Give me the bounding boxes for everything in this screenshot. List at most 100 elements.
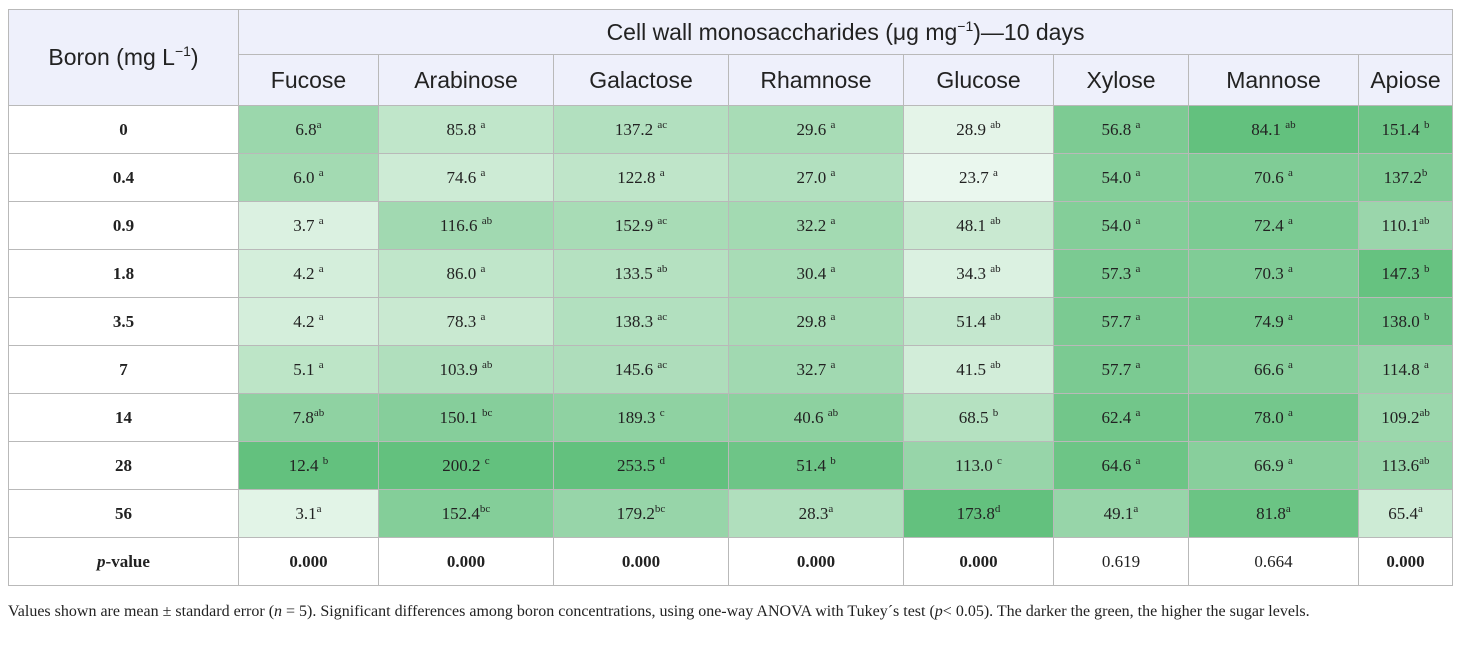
cell-value: 113.6	[1381, 455, 1420, 475]
cell-value: 253.5	[617, 455, 660, 475]
cell-value: 40.6	[793, 407, 828, 427]
row-label-boron: 0.4	[8, 153, 239, 202]
cell-significance-letter: a	[1135, 118, 1141, 131]
value-cell: 152.4bc	[378, 489, 554, 538]
value-cell: 116.6 ab	[378, 201, 554, 250]
cell-value: 54.0	[1101, 167, 1136, 187]
cell-significance-letter: a	[659, 166, 665, 179]
cell-significance-letter: bc	[479, 502, 491, 515]
value-cell: 54.0 a	[1053, 153, 1189, 202]
cell-value: 66.9	[1254, 455, 1289, 475]
table-row: 28 12.4 b 200.2 c 253.5 d 51.4 b 113.0 c 64.6 …	[8, 441, 1454, 490]
value-cell: 173.8d	[903, 489, 1054, 538]
cell-significance-letter: a	[1135, 262, 1141, 275]
cell-significance-letter: a	[1288, 406, 1293, 419]
cell-significance-letter: a	[316, 118, 322, 131]
cell-value: 84.1	[1251, 119, 1286, 139]
value-cell: 29.8 a	[728, 297, 904, 346]
value-cell: 68.5 b	[903, 393, 1054, 442]
value-cell: 51.4 ab	[903, 297, 1054, 346]
cell-value: 70.6	[1254, 167, 1289, 187]
column-header-rhamnose: Rhamnose	[728, 54, 904, 106]
column-header-apiose: Apiose	[1357, 54, 1454, 106]
value-cell: 66.9 a	[1188, 441, 1359, 490]
value-cell: 32.2 a	[728, 201, 904, 250]
cell-significance-letter: b	[1424, 262, 1430, 275]
footnote-part3: < 0.05). The darker the green, the highe…	[942, 603, 1310, 620]
value-cell: 110.1ab	[1357, 201, 1454, 250]
cell-significance-letter: a	[318, 358, 324, 371]
cell-value: 138.0	[1381, 311, 1425, 331]
cell-significance-letter: d	[659, 454, 666, 467]
row-label-boron: 14	[8, 393, 239, 442]
table-container: Boron (mg L−1) Cell wall monosaccharides…	[8, 9, 1454, 586]
cell-significance-letter: a	[480, 118, 486, 131]
value-cell: 78.0 a	[1188, 393, 1359, 442]
cell-value: 62.4	[1101, 407, 1136, 427]
cell-value: 27.0	[796, 167, 831, 187]
cell-value: 78.0	[1254, 407, 1289, 427]
value-cell: 253.5 d	[553, 441, 729, 490]
value-cell: 81.8a	[1188, 489, 1359, 538]
value-cell: 78.3 a	[378, 297, 554, 346]
table-row: 56 3.1a 152.4bc 179.2bc 28.3a 173.8d 49.1a 81.8…	[8, 489, 1454, 538]
group-header-post: )—10 days	[973, 18, 1085, 45]
cell-significance-letter: ac	[657, 118, 668, 131]
value-cell: 6.8a	[238, 105, 379, 154]
value-cell: 150.1 bc	[378, 393, 554, 442]
cell-significance-letter: a	[316, 502, 322, 515]
cell-significance-letter: ab	[1419, 214, 1430, 227]
cell-value: 65.4	[1388, 503, 1418, 523]
column-header-mannose: Mannose	[1188, 54, 1359, 106]
cell-significance-letter: a	[480, 166, 486, 179]
value-cell: 179.2bc	[553, 489, 729, 538]
cell-significance-letter: ab	[827, 406, 839, 419]
cell-significance-letter: a	[830, 118, 836, 131]
cell-value: 179.2	[616, 503, 655, 523]
cell-value: 6.8	[295, 119, 317, 139]
row-label-boron: 0.9	[8, 201, 239, 250]
pvalue-row: p-value 0.000 0.000 0.000 0.000 0.000 0.619 0.6…	[8, 537, 1454, 586]
cell-value: 151.4	[1381, 119, 1425, 139]
cell-value: 78.3	[446, 311, 481, 331]
row-header-text: Boron (mg L	[48, 44, 175, 70]
cell-value: 54.0	[1101, 215, 1136, 235]
row-label-boron: 3.5	[8, 297, 239, 346]
pvalue-label: p-value	[8, 537, 239, 586]
cell-significance-letter: a	[830, 214, 836, 227]
value-cell: 113.0 c	[903, 441, 1054, 490]
value-cell: 29.6 a	[728, 105, 904, 154]
cell-value: 110.1	[1381, 215, 1420, 235]
cell-value: 74.9	[1254, 311, 1289, 331]
value-cell: 4.2 a	[238, 249, 379, 298]
cell-value: 5.1	[293, 359, 319, 379]
table-row: 7 5.1 a 103.9 ab 145.6 ac 32.7 a 41.5 ab 57.7 …	[8, 345, 1454, 394]
value-cell: 49.1a	[1053, 489, 1189, 538]
row-label-boron: 0	[8, 105, 239, 154]
group-header-sup: −1	[957, 17, 974, 34]
cell-significance-letter: a	[1135, 454, 1141, 467]
cell-value: 173.8	[956, 503, 995, 523]
column-header-galactose: Galactose	[553, 54, 729, 106]
cell-significance-letter: a	[1288, 358, 1293, 371]
pvalue-cell: 0.000	[553, 537, 729, 586]
cell-significance-letter: b	[1424, 310, 1430, 323]
value-cell: 145.6 ac	[553, 345, 729, 394]
value-cell: 57.3 a	[1053, 249, 1189, 298]
value-cell: 56.8 a	[1053, 105, 1189, 154]
row-header-boron: Boron (mg L−1)	[8, 9, 239, 106]
cell-value: 109.2	[1381, 407, 1420, 427]
value-cell: 109.2ab	[1357, 393, 1454, 442]
cell-significance-letter: a	[1135, 358, 1141, 371]
cell-significance-letter: ab	[1419, 454, 1430, 467]
cell-value: 74.6	[446, 167, 481, 187]
value-cell: 103.9 ab	[378, 345, 554, 394]
value-cell: 133.5 ab	[553, 249, 729, 298]
cell-value: 122.8	[617, 167, 660, 187]
value-cell: 6.0 a	[238, 153, 379, 202]
value-cell: 114.8 a	[1357, 345, 1454, 394]
table-body: 0 6.8a 85.8 a 137.2 ac 29.6 a 28.9 ab 56.8 a 84…	[8, 105, 1454, 586]
cell-value: 49.1	[1103, 503, 1134, 523]
cell-significance-letter: ab	[313, 406, 325, 419]
